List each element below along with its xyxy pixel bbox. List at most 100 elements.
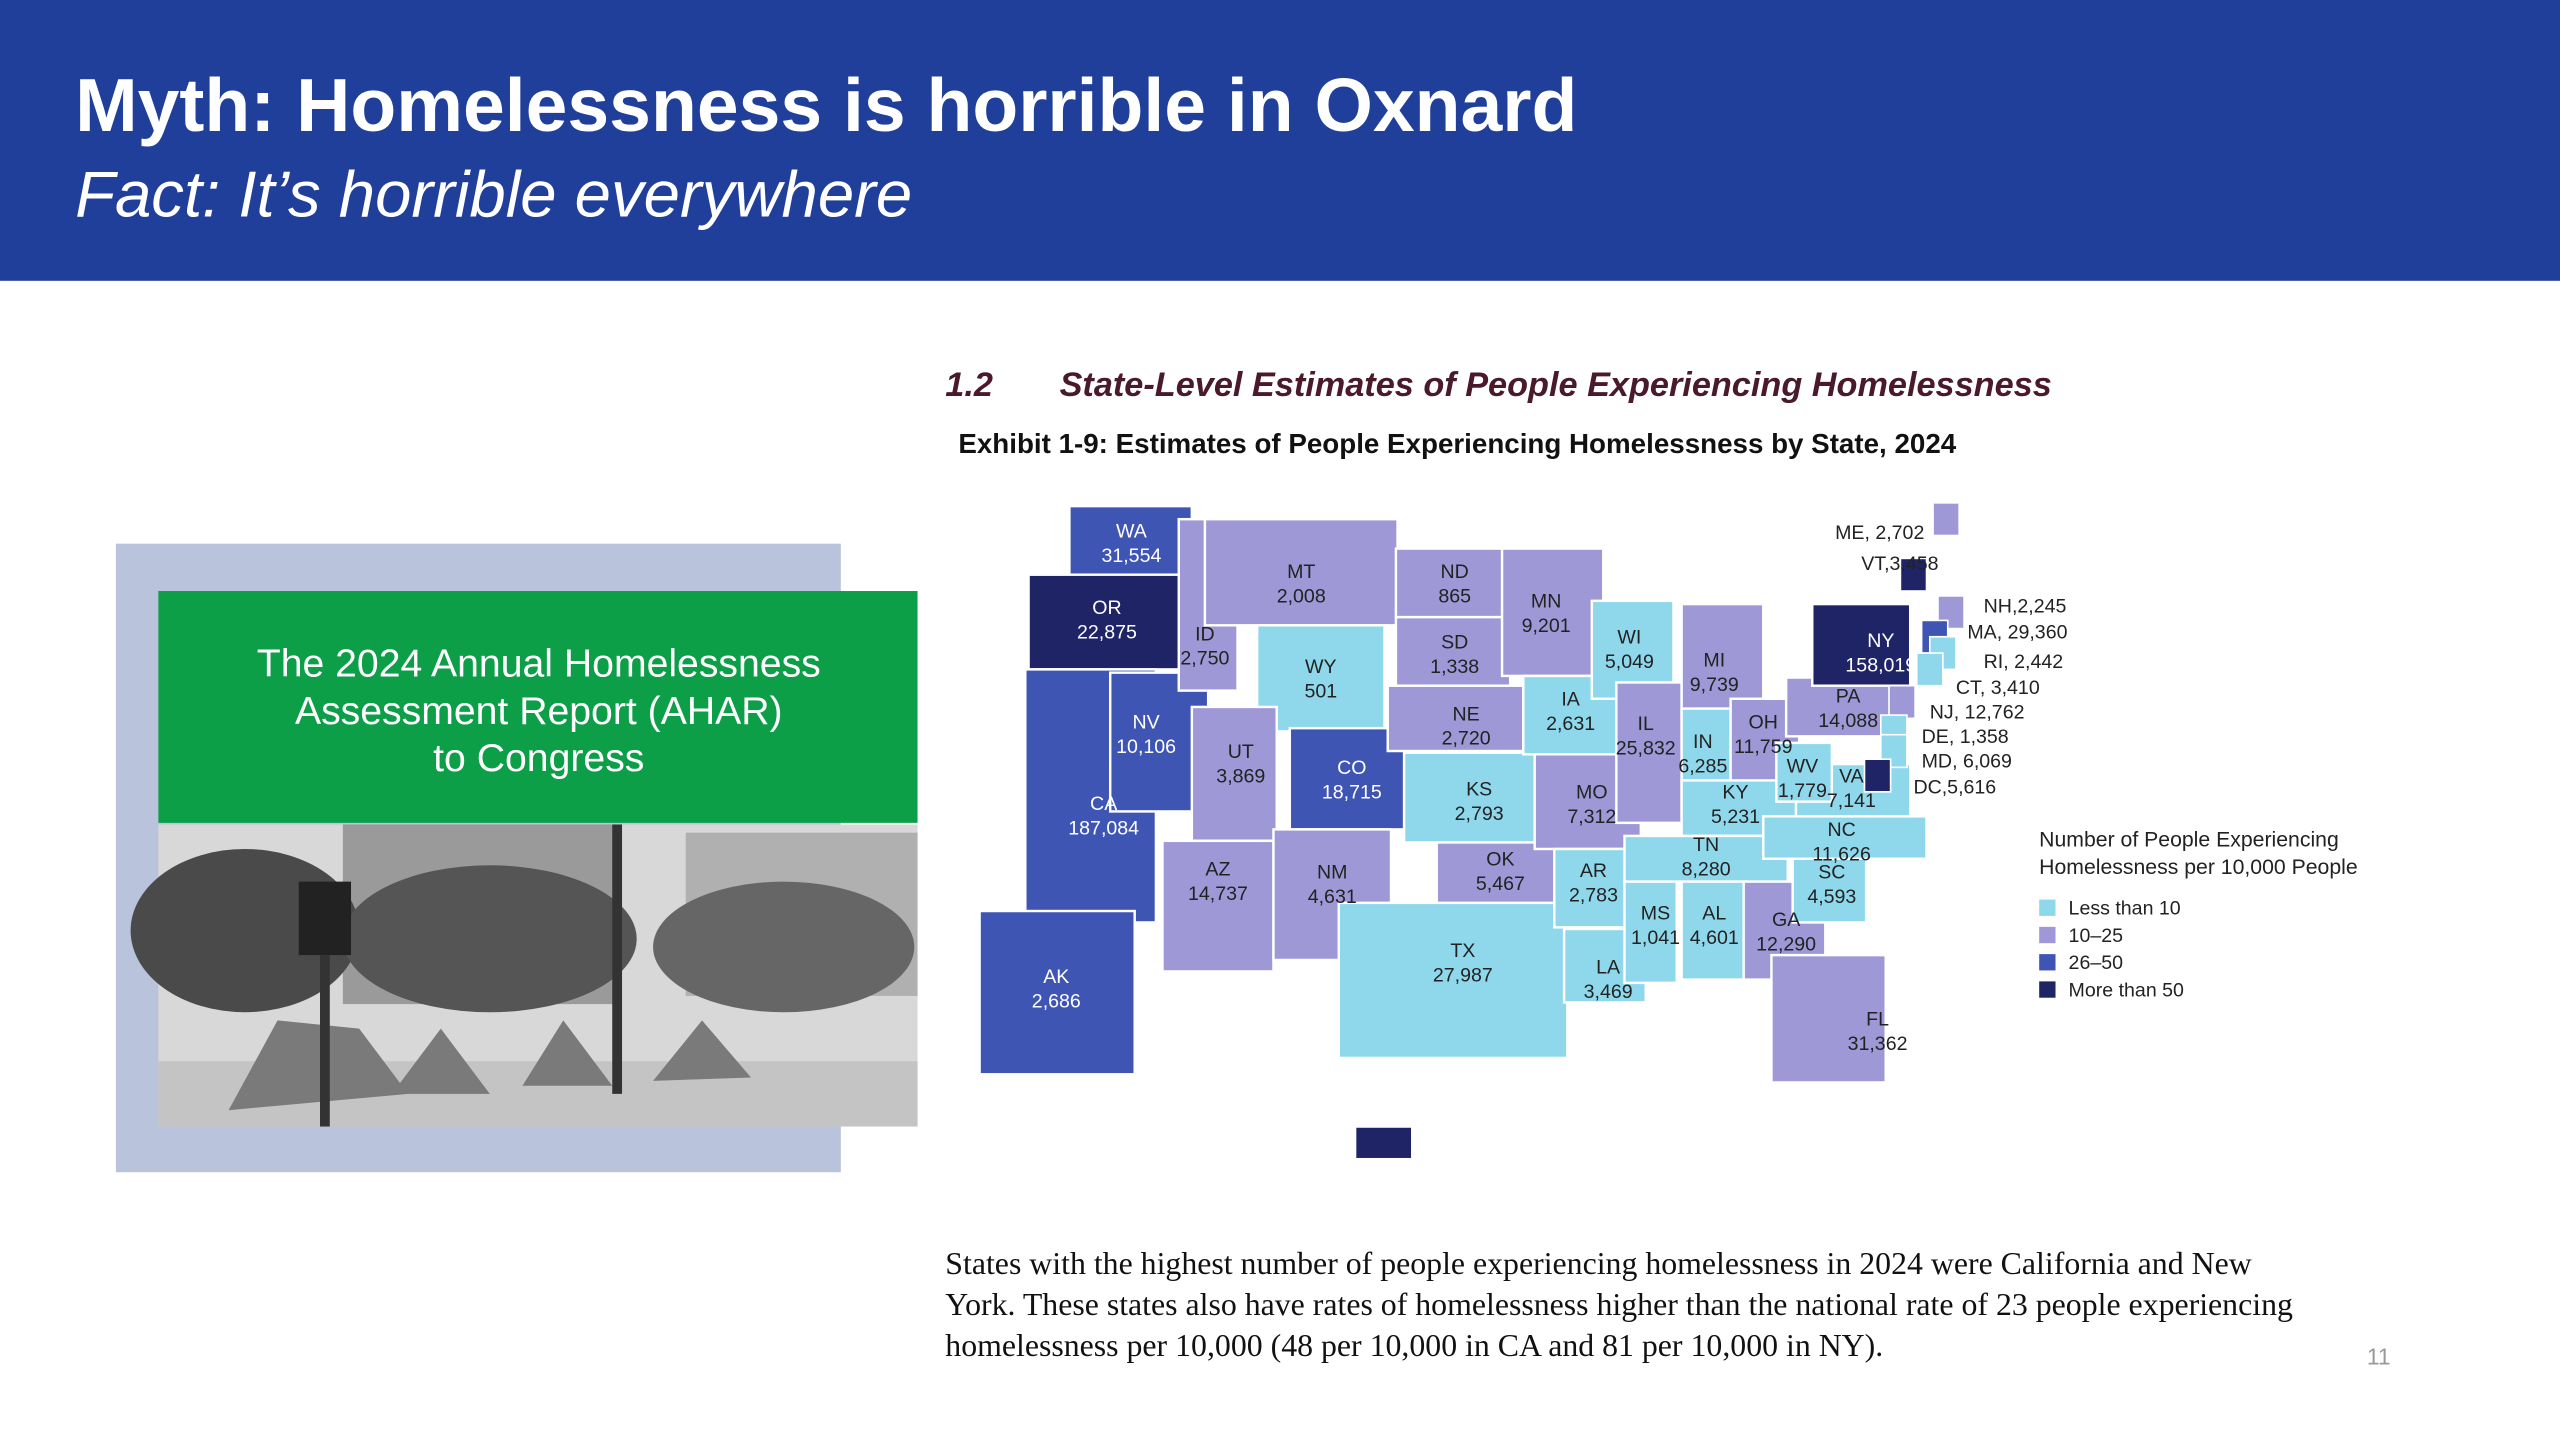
state-value: 2,720 [1442, 728, 1491, 750]
state-shape [1394, 615, 1512, 687]
state-shape [1623, 834, 1789, 883]
paragraph-line: homelessness per 10,000 (48 per 10,000 i… [945, 1328, 1883, 1363]
state-abbr: NV [1133, 711, 1160, 733]
state-abbr: AL [1702, 902, 1726, 924]
state-abbr: OK [1486, 849, 1514, 871]
cover-band [158, 591, 918, 823]
state-abbr: MT [1287, 561, 1315, 583]
state-value: 3,469 [1584, 981, 1633, 1003]
callout-label: CT, 3,410 [1956, 677, 2040, 699]
exhibit-title: Exhibit 1-9: Estimates of People Experie… [958, 428, 1956, 459]
state-value: 4,601 [1690, 927, 1739, 949]
state-abbr: WV [1787, 756, 1819, 778]
state-value: 2,793 [1455, 803, 1504, 825]
state-value: 7,312 [1567, 806, 1616, 828]
state-shape [1791, 855, 1868, 924]
state-abbr: WY [1305, 656, 1337, 678]
state-abbr: HI [1309, 1111, 1329, 1133]
callout-label: RI, 2,442 [1984, 651, 2063, 673]
state-value: 9,739 [1690, 674, 1739, 696]
state-abbr: TX [1450, 940, 1475, 962]
state-value: 4,593 [1807, 886, 1856, 908]
state-value: 12,290 [1756, 933, 1816, 955]
state-abbr: WI [1617, 627, 1641, 649]
state-shape [1255, 624, 1386, 733]
state-abbr: WA [1116, 520, 1148, 542]
state-value: 2,631 [1546, 713, 1595, 735]
state-value: 25,832 [1616, 738, 1676, 760]
state-shape [1353, 1125, 1414, 1161]
state-value: 1,338 [1430, 656, 1479, 678]
state-abbr: MS [1641, 902, 1670, 924]
state-abbr: LA [1596, 956, 1621, 978]
state-abbr: IN [1693, 731, 1713, 753]
callout-state [1863, 758, 1892, 793]
callout-state [1899, 557, 1928, 592]
state-value: 5,467 [1476, 873, 1525, 895]
state-abbr: MO [1576, 782, 1608, 804]
state-abbr: OH [1749, 711, 1778, 733]
state-abbr: AK [1043, 966, 1069, 988]
state-shape [1770, 953, 1887, 1084]
callout-label: ME, 2,702 [1835, 522, 1924, 544]
legend-swatch [2039, 899, 2056, 916]
cover-line: The 2024 Annual Homelessness [257, 642, 821, 685]
state-abbr: SC [1818, 862, 1845, 884]
callout-state [1915, 652, 1944, 687]
state-abbr: IA [1561, 689, 1580, 711]
legend-label: More than 50 [2069, 979, 2184, 1001]
state-shape [1190, 705, 1278, 843]
legend: Number of People Experiencing Homelessnes… [2039, 828, 2357, 1001]
callout-label: NJ, 12,762 [1930, 702, 2025, 724]
legend-label: Less than 10 [2069, 898, 2181, 920]
callout-label: NH,2,245 [1984, 596, 2067, 618]
legend-swatch [2039, 954, 2056, 971]
state-abbr: NY [1867, 630, 1894, 652]
cover-photo [130, 824, 918, 1127]
section-number: 1.2 [945, 366, 993, 404]
legend-swatch [2039, 926, 2056, 944]
state-value: 7,141 [1827, 790, 1876, 812]
state-shape [1775, 741, 1834, 803]
state-value: 22,875 [1077, 622, 1137, 644]
state-shape [978, 909, 1136, 1076]
state-abbr: UT [1228, 741, 1254, 763]
state-abbr: IL [1638, 713, 1654, 735]
state-value: 5,231 [1711, 806, 1760, 828]
state-abbr: SD [1441, 631, 1468, 653]
state-shape [1386, 684, 1545, 753]
cover-line: Assessment Report (AHAR) [295, 690, 783, 733]
page-number: 11 [2367, 1343, 2391, 1369]
state-value: 3,869 [1216, 765, 1265, 787]
state-abbr: FL [1866, 1009, 1889, 1031]
state-shape [1161, 839, 1275, 973]
state-value: 2,750 [1180, 648, 1229, 670]
state-value: 8,280 [1682, 858, 1731, 880]
legend-label: 10–25 [2069, 925, 2124, 947]
paragraph-line: York. These states also have rates of ho… [945, 1287, 2293, 1322]
section-title: State-Level Estimates of People Experien… [1060, 366, 2052, 404]
state-value: 1,779 [1778, 780, 1827, 802]
state-value: 11,637 [1290, 1136, 1348, 1158]
subtitle: Fact: It’s horrible everywhere [75, 157, 912, 230]
legend-label: 26–50 [2069, 952, 2124, 974]
state-abbr: VA [1839, 765, 1865, 787]
state-abbr: KY [1722, 782, 1748, 804]
state-value: 27,987 [1433, 964, 1493, 986]
state-abbr: ND [1441, 561, 1469, 583]
header-band [0, 0, 2560, 281]
cover-line: to Congress [433, 737, 644, 780]
legend-swatch [2039, 981, 2056, 998]
state-value: 31,554 [1101, 545, 1161, 567]
state-abbr: OR [1092, 597, 1121, 619]
state-shape [1762, 815, 1928, 860]
legend-title: Number of People Experiencing [2039, 828, 2339, 851]
state-value: 501 [1304, 680, 1337, 702]
state-value: 14,737 [1188, 883, 1248, 905]
state-value: 158,019 [1845, 654, 1916, 676]
state-shape [1811, 602, 1912, 687]
state-abbr: CO [1337, 757, 1366, 779]
state-value: 2,686 [1032, 991, 1081, 1013]
